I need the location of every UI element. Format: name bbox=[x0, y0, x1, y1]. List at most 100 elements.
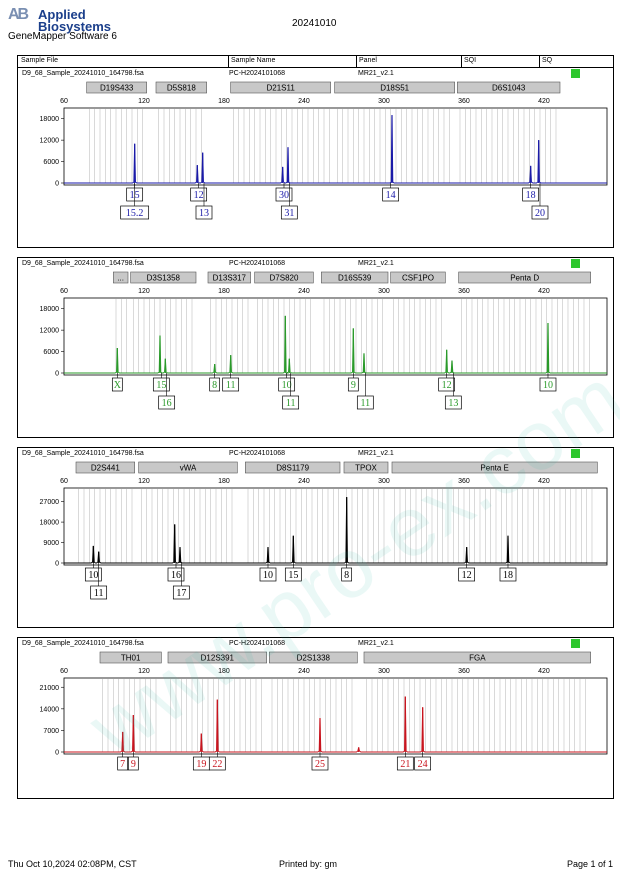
x-tick-label: 360 bbox=[458, 668, 470, 675]
allele-label: 31 bbox=[284, 208, 294, 219]
marker-label: D16S539 bbox=[338, 274, 372, 283]
electropherogram-panel-black: D9_68_Sample_20241010_164798.fsa PC-H202… bbox=[17, 447, 614, 628]
marker-label: Penta D bbox=[510, 274, 539, 283]
x-tick-label: 420 bbox=[538, 478, 550, 485]
sq-status-indicator bbox=[571, 449, 580, 458]
allele-box bbox=[195, 205, 213, 220]
x-tick-label: 240 bbox=[298, 288, 310, 295]
marker-label: D2S1338 bbox=[297, 654, 331, 663]
allele-box bbox=[152, 377, 170, 392]
allele-box bbox=[222, 377, 240, 392]
marker-bar bbox=[334, 81, 455, 94]
marker-bar bbox=[230, 81, 331, 94]
marker-label: ... bbox=[117, 274, 124, 283]
x-tick-label: 420 bbox=[538, 98, 550, 105]
allele-box bbox=[522, 187, 540, 202]
plot-frame bbox=[63, 297, 608, 376]
marker-label: D12S391 bbox=[201, 654, 235, 663]
allele-label: 25 bbox=[315, 759, 325, 770]
applied-biosystems-logo: AB Applied Biosystems bbox=[8, 6, 118, 40]
allele-box bbox=[190, 187, 208, 202]
allele-box bbox=[341, 567, 353, 582]
sq-status-indicator bbox=[571, 69, 580, 78]
x-tick-label: 60 bbox=[60, 288, 68, 295]
trace-line bbox=[64, 696, 607, 753]
electropherogram-panel-green: D9_68_Sample_20241010_164798.fsa PC-H202… bbox=[17, 257, 614, 438]
y-tick-label: 0 bbox=[55, 181, 59, 188]
col-sq: SQ bbox=[542, 57, 553, 64]
allele-box bbox=[499, 567, 517, 582]
footer-page: Page 1 of 1 bbox=[567, 859, 614, 869]
marker-label: D19S433 bbox=[100, 84, 134, 93]
allele-label: 13 bbox=[199, 208, 209, 219]
allele-box bbox=[539, 377, 557, 392]
allele-label: 15.2 bbox=[126, 208, 144, 219]
y-tick-label: 21000 bbox=[40, 685, 60, 692]
marker-bar bbox=[75, 461, 135, 474]
marker-label: FGA bbox=[469, 654, 486, 663]
x-tick-label: 300 bbox=[378, 98, 390, 105]
marker-bar bbox=[457, 81, 561, 94]
sample-file: D9_68_Sample_20241010_164798.fsa bbox=[22, 450, 144, 457]
allele-box bbox=[275, 187, 293, 202]
electropherogram-panel-red: D9_68_Sample_20241010_164798.fsa PC-H202… bbox=[17, 637, 614, 799]
y-tick-label: 6000 bbox=[43, 349, 59, 356]
allele-box bbox=[90, 585, 108, 600]
plot-frame bbox=[63, 677, 608, 755]
allele-label: 7 bbox=[120, 759, 125, 770]
brand-line-1: Applied bbox=[38, 7, 86, 22]
allele-label: 13 bbox=[448, 398, 458, 409]
footer-timestamp: Thu Oct 10,2024 02:08PM, CST bbox=[8, 859, 137, 869]
y-tick-label: 14000 bbox=[40, 706, 60, 713]
allele-box bbox=[356, 395, 374, 410]
marker-bar bbox=[155, 81, 207, 94]
panel-name: MR21_v2.1 bbox=[358, 640, 394, 647]
allele-box bbox=[208, 756, 226, 771]
allele-label: 15 bbox=[288, 570, 298, 581]
marker-bar bbox=[207, 271, 251, 284]
allele-box bbox=[444, 395, 462, 410]
x-tick-label: 120 bbox=[138, 98, 150, 105]
x-tick-label: 60 bbox=[60, 668, 68, 675]
x-tick-label: 420 bbox=[538, 288, 550, 295]
marker-bar bbox=[113, 271, 129, 284]
allele-label: 12 bbox=[194, 190, 204, 201]
chart-black: D2S441 vWA D8S1179 TPOX Penta E60 120 180 240 30… bbox=[40, 461, 608, 600]
run-date: 20241010 bbox=[292, 18, 337, 29]
sample-file: D9_68_Sample_20241010_164798.fsa bbox=[22, 640, 144, 647]
sample-file: D9_68_Sample_20241010_164798.fsa bbox=[22, 70, 144, 77]
allele-label: 10 bbox=[88, 570, 98, 581]
marker-label: vWA bbox=[180, 464, 197, 473]
trace-line bbox=[64, 497, 607, 564]
x-tick-label: 300 bbox=[378, 668, 390, 675]
panel-name: MR21_v2.1 bbox=[358, 70, 394, 77]
allele-label: 10 bbox=[263, 570, 273, 581]
trace-line bbox=[64, 115, 607, 184]
allele-box bbox=[172, 585, 190, 600]
x-tick-label: 300 bbox=[378, 288, 390, 295]
allele-box bbox=[158, 395, 176, 410]
marker-bar bbox=[138, 461, 238, 474]
marker-bar bbox=[167, 651, 267, 664]
col-sample-name: Sample Name bbox=[231, 57, 276, 64]
marker-label: D18S51 bbox=[380, 84, 409, 93]
marker-label: D6S1043 bbox=[492, 84, 526, 93]
allele-label: 24 bbox=[418, 759, 428, 770]
electropherogram-panel-blue: D9_68_Sample_20241010_164798.fsa PC-H202… bbox=[17, 67, 614, 248]
x-tick-label: 360 bbox=[458, 478, 470, 485]
plot-frame bbox=[63, 487, 608, 566]
allele-label: 12 bbox=[442, 380, 452, 391]
allele-label: 12 bbox=[462, 570, 472, 581]
allele-label: 16 bbox=[162, 398, 172, 409]
allele-box bbox=[167, 567, 185, 582]
allele-label: 16 bbox=[171, 570, 181, 581]
allele-box bbox=[84, 567, 102, 582]
allele-label: 19 bbox=[196, 759, 206, 770]
allele-label: 10 bbox=[282, 380, 292, 391]
y-tick-label: 27000 bbox=[40, 499, 60, 506]
allele-box bbox=[259, 567, 277, 582]
y-tick-label: 9000 bbox=[43, 540, 59, 547]
marker-bar bbox=[130, 271, 197, 284]
sample-name: PC-H2024101068 bbox=[229, 450, 286, 457]
marker-bar bbox=[269, 651, 358, 664]
